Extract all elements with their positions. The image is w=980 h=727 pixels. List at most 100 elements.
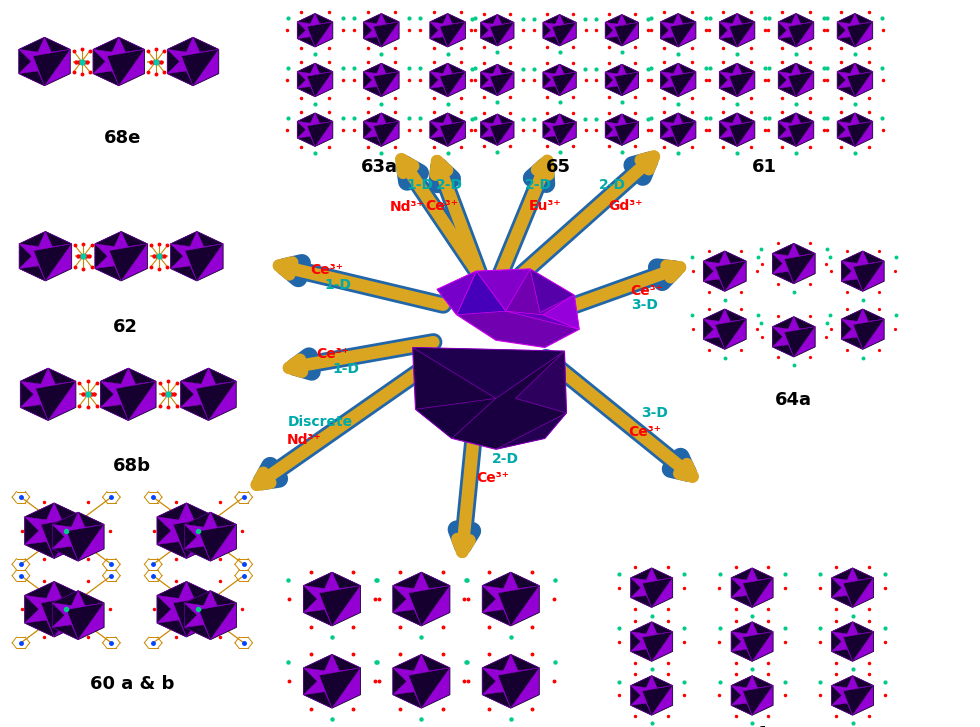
Polygon shape xyxy=(737,113,755,123)
Polygon shape xyxy=(837,14,872,47)
Polygon shape xyxy=(631,675,672,715)
Polygon shape xyxy=(631,568,652,580)
Polygon shape xyxy=(661,113,696,146)
Polygon shape xyxy=(725,251,746,263)
Polygon shape xyxy=(482,654,511,671)
Polygon shape xyxy=(631,578,641,598)
Polygon shape xyxy=(842,251,862,263)
Polygon shape xyxy=(737,14,755,24)
Polygon shape xyxy=(304,572,332,589)
Polygon shape xyxy=(297,136,316,146)
Polygon shape xyxy=(731,578,741,598)
Polygon shape xyxy=(731,649,753,662)
Polygon shape xyxy=(715,261,746,292)
Polygon shape xyxy=(448,14,466,24)
Polygon shape xyxy=(772,244,794,256)
Polygon shape xyxy=(543,122,551,137)
Text: Ce³⁺: Ce³⁺ xyxy=(476,471,510,486)
Polygon shape xyxy=(128,368,156,384)
Polygon shape xyxy=(719,14,737,24)
Text: 3-D: 3-D xyxy=(641,406,668,420)
Polygon shape xyxy=(20,231,72,281)
Polygon shape xyxy=(110,244,147,281)
Polygon shape xyxy=(837,72,846,88)
Polygon shape xyxy=(498,586,539,626)
Polygon shape xyxy=(753,675,773,688)
Polygon shape xyxy=(853,622,873,634)
Polygon shape xyxy=(197,231,223,246)
Polygon shape xyxy=(186,582,216,598)
Polygon shape xyxy=(413,348,564,398)
Polygon shape xyxy=(704,309,725,321)
Text: Gd³⁺: Gd³⁺ xyxy=(608,199,643,214)
Polygon shape xyxy=(199,524,236,561)
Polygon shape xyxy=(642,686,672,715)
Polygon shape xyxy=(837,136,855,146)
Polygon shape xyxy=(832,568,853,580)
Polygon shape xyxy=(24,503,54,520)
Polygon shape xyxy=(731,568,753,580)
Polygon shape xyxy=(853,675,873,688)
Polygon shape xyxy=(854,319,884,350)
Polygon shape xyxy=(832,675,873,715)
Polygon shape xyxy=(482,572,539,626)
Polygon shape xyxy=(678,113,696,123)
Polygon shape xyxy=(772,345,794,357)
Polygon shape xyxy=(430,136,448,146)
Polygon shape xyxy=(642,578,672,608)
Polygon shape xyxy=(457,271,506,315)
Polygon shape xyxy=(393,692,421,708)
Text: Ce³⁺: Ce³⁺ xyxy=(310,263,343,278)
Polygon shape xyxy=(316,14,333,24)
Polygon shape xyxy=(832,622,853,634)
Polygon shape xyxy=(606,64,622,74)
Text: 3-D: 3-D xyxy=(631,298,659,313)
Polygon shape xyxy=(606,72,613,88)
Polygon shape xyxy=(772,244,815,284)
Polygon shape xyxy=(101,368,156,420)
Polygon shape xyxy=(606,23,613,38)
Polygon shape xyxy=(168,37,219,86)
Polygon shape xyxy=(837,63,855,73)
Polygon shape xyxy=(297,63,316,73)
Polygon shape xyxy=(715,319,746,350)
Polygon shape xyxy=(622,15,639,24)
Polygon shape xyxy=(52,603,65,627)
Polygon shape xyxy=(543,72,551,88)
Polygon shape xyxy=(832,649,853,662)
Polygon shape xyxy=(54,503,83,520)
Polygon shape xyxy=(430,37,448,47)
Polygon shape xyxy=(704,261,713,281)
Polygon shape xyxy=(543,36,560,46)
Polygon shape xyxy=(297,113,316,123)
Polygon shape xyxy=(211,590,236,606)
Text: 68b: 68b xyxy=(114,457,151,475)
Polygon shape xyxy=(157,620,186,637)
Polygon shape xyxy=(19,37,44,52)
Polygon shape xyxy=(180,368,209,384)
Polygon shape xyxy=(297,113,333,146)
Polygon shape xyxy=(319,586,361,626)
Polygon shape xyxy=(772,317,815,357)
Polygon shape xyxy=(332,654,361,671)
Polygon shape xyxy=(307,72,333,97)
Polygon shape xyxy=(157,582,216,637)
Polygon shape xyxy=(168,37,193,52)
Polygon shape xyxy=(196,381,236,420)
Polygon shape xyxy=(52,590,78,606)
Polygon shape xyxy=(753,568,773,580)
Polygon shape xyxy=(543,295,579,329)
Polygon shape xyxy=(631,595,652,608)
Polygon shape xyxy=(661,14,696,47)
Polygon shape xyxy=(440,22,465,47)
FancyBboxPatch shape xyxy=(0,211,250,305)
Polygon shape xyxy=(778,22,787,39)
Polygon shape xyxy=(543,86,560,96)
Polygon shape xyxy=(731,622,773,662)
Polygon shape xyxy=(622,114,639,124)
Polygon shape xyxy=(606,15,639,46)
Polygon shape xyxy=(364,14,399,47)
Polygon shape xyxy=(731,595,753,608)
Polygon shape xyxy=(319,668,361,708)
Polygon shape xyxy=(490,122,514,145)
